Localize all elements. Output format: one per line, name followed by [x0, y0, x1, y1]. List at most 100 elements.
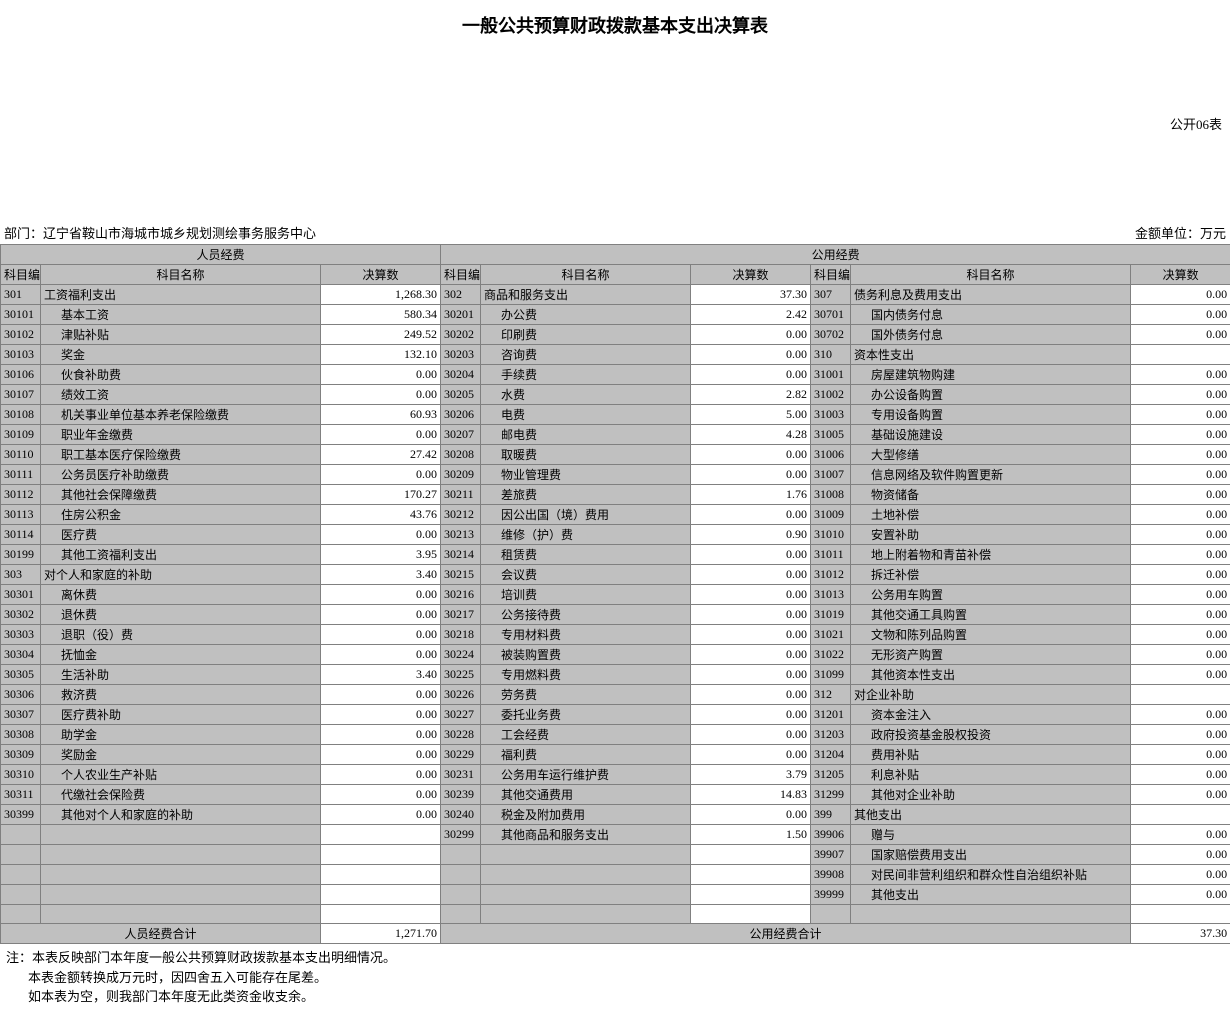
cell: 31019: [811, 605, 851, 625]
cell: 绩效工资: [41, 385, 321, 405]
cell: 0.00: [691, 705, 811, 725]
table-row: 30113住房公积金43.7630212因公出国（境）费用0.0031009土地…: [1, 505, 1230, 525]
cell: 31010: [811, 525, 851, 545]
cell: 31205: [811, 765, 851, 785]
cell: 税金及附加费用: [481, 805, 691, 825]
cell: 31002: [811, 385, 851, 405]
cell: 0.00: [1131, 705, 1230, 725]
cell: 其他支出: [851, 885, 1131, 905]
cell: 因公出国（境）费用: [481, 505, 691, 525]
cell: 30306: [1, 685, 41, 705]
cell: 399: [811, 805, 851, 825]
cell: 0.00: [691, 745, 811, 765]
table-row: 30308助学金0.0030228工会经费0.0031203政府投资基金股权投资…: [1, 725, 1230, 745]
cell: 资本性支出: [851, 345, 1131, 365]
cell: 专用燃料费: [481, 665, 691, 685]
cell: 3.40: [321, 565, 441, 585]
cell: 30239: [441, 785, 481, 805]
col-name: 科目名称: [41, 265, 321, 285]
cell: 对民间非营利组织和群众性自治组织补贴: [851, 865, 1131, 885]
cell: [321, 845, 441, 865]
cell: 30310: [1, 765, 41, 785]
cell: 离休费: [41, 585, 321, 605]
cell: 0.00: [1131, 745, 1230, 765]
cell: 0.00: [321, 725, 441, 745]
cell: 0.00: [1131, 425, 1230, 445]
cell: 0.00: [321, 785, 441, 805]
col-amount: 决算数: [691, 265, 811, 285]
cell: 个人农业生产补贴: [41, 765, 321, 785]
table-row: 30303退职（役）费0.0030218专用材料费0.0031021文物和陈列品…: [1, 625, 1230, 645]
cell: 0.00: [1131, 385, 1230, 405]
cell: 0.00: [1131, 505, 1230, 525]
cell: 0.00: [1131, 725, 1230, 745]
cell: [441, 845, 481, 865]
table-row: 303对个人和家庭的补助3.4030215会议费0.0031012拆迁补偿0.0…: [1, 565, 1230, 585]
cell: 30213: [441, 525, 481, 545]
cell: 30214: [441, 545, 481, 565]
cell: 印刷费: [481, 325, 691, 345]
cell: 5.00: [691, 405, 811, 425]
cell: [1131, 805, 1230, 825]
cell: 住房公积金: [41, 505, 321, 525]
cell: [321, 905, 441, 924]
cell: 文物和陈列品购置: [851, 625, 1131, 645]
table-row: 30199其他工资福利支出3.9530214租赁费0.0031011地上附着物和…: [1, 545, 1230, 565]
cell: 132.10: [321, 345, 441, 365]
cell: 43.76: [321, 505, 441, 525]
table-row: 30307医疗费补助0.0030227委托业务费0.0031201资本金注入0.…: [1, 705, 1230, 725]
cell: 30205: [441, 385, 481, 405]
col-code: 科目编码: [1, 265, 41, 285]
cell: 机关事业单位基本养老保险缴费: [41, 405, 321, 425]
cell: 商品和服务支出: [481, 285, 691, 305]
cell: 0.00: [1131, 305, 1230, 325]
cell: [481, 885, 691, 905]
cell: 伙食补助费: [41, 365, 321, 385]
cell: 31099: [811, 665, 851, 685]
table-row: 30103奖金132.1030203咨询费0.00310资本性支出: [1, 345, 1230, 365]
cell: 1.76: [691, 485, 811, 505]
cell: 0.00: [321, 625, 441, 645]
cell: 0.00: [1131, 865, 1230, 885]
cell: 0.00: [691, 605, 811, 625]
cell: 职业年金缴费: [41, 425, 321, 445]
cell: 30201: [441, 305, 481, 325]
cell: 30212: [441, 505, 481, 525]
cell: 国家赔偿费用支出: [851, 845, 1131, 865]
cell: 医疗费: [41, 525, 321, 545]
cell: 工会经费: [481, 725, 691, 745]
cell: 0.00: [321, 605, 441, 625]
cell: 39999: [811, 885, 851, 905]
cell: 30299: [441, 825, 481, 845]
cell: 30304: [1, 645, 41, 665]
page-title: 一般公共预算财政拨款基本支出决算表: [0, 0, 1230, 44]
table-row: 30112其他社会保障缴费170.2730211差旅费1.7631008物资储备…: [1, 485, 1230, 505]
cell: 0.00: [1131, 625, 1230, 645]
cell: [1, 865, 41, 885]
cell: 0.00: [691, 805, 811, 825]
cell: 退休费: [41, 605, 321, 625]
col-amount: 决算数: [321, 265, 441, 285]
cell: 30107: [1, 385, 41, 405]
cell: 0.00: [691, 665, 811, 685]
cell: 2.82: [691, 385, 811, 405]
meta-row: 部门：辽宁省鞍山市海城市城乡规划测绘事务服务中心 金额单位：万元: [0, 223, 1230, 244]
cell: 30309: [1, 745, 41, 765]
cell: 27.42: [321, 445, 441, 465]
table-body: 301工资福利支出1,268.30302商品和服务支出37.30307债务利息及…: [1, 285, 1230, 924]
cell: 30228: [441, 725, 481, 745]
cell: 0.00: [1131, 665, 1230, 685]
cell: 31003: [811, 405, 851, 425]
cell: 0.00: [321, 745, 441, 765]
cell: 31204: [811, 745, 851, 765]
cell: 30702: [811, 325, 851, 345]
cell: 30229: [441, 745, 481, 765]
cell: 赠与: [851, 825, 1131, 845]
cell: 30113: [1, 505, 41, 525]
cell: 物业管理费: [481, 465, 691, 485]
cell: 基本工资: [41, 305, 321, 325]
cell: 3.95: [321, 545, 441, 565]
cell: 其他商品和服务支出: [481, 825, 691, 845]
cell: 0.00: [1131, 365, 1230, 385]
cell: 30215: [441, 565, 481, 585]
